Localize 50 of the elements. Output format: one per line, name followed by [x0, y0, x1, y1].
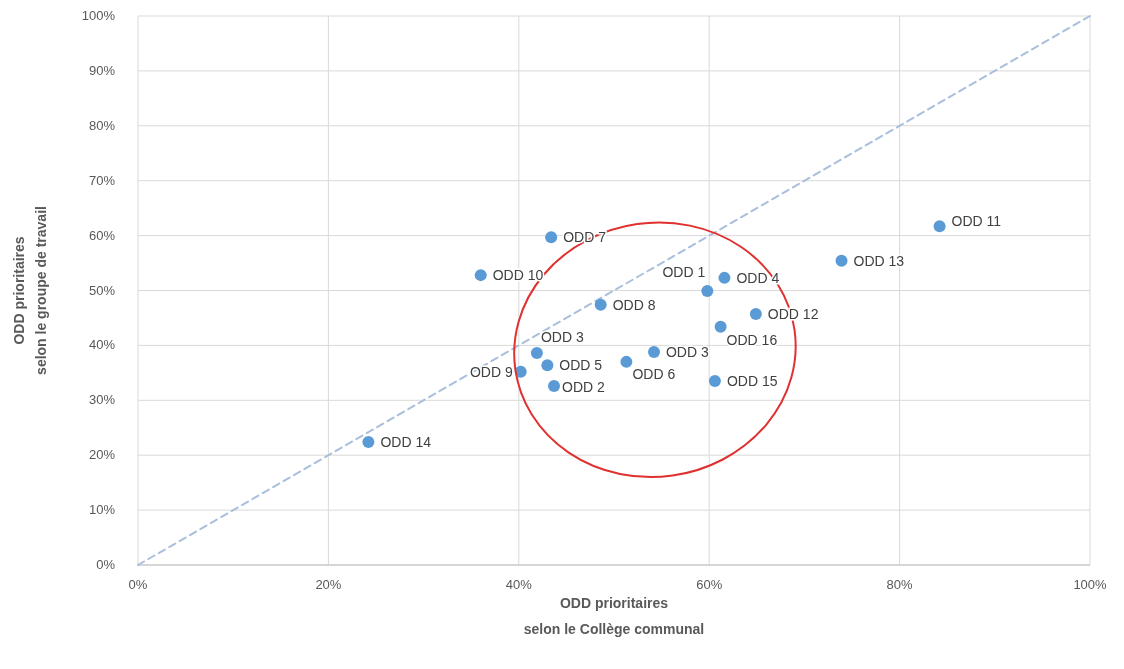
annotation: ODD 6 [632, 365, 676, 382]
point [647, 345, 660, 358]
point [620, 355, 633, 368]
annotation: ODD 5 [559, 357, 603, 374]
point [594, 298, 607, 311]
x-tick-label: 20% [315, 577, 342, 592]
point [541, 359, 554, 372]
y-tick-label: 90% [88, 62, 116, 78]
y-tick-label: 50% [88, 282, 116, 298]
annotation: ODD 15 [726, 373, 778, 390]
annotation: ODD 3 [665, 343, 709, 360]
point [545, 231, 558, 244]
point [362, 436, 375, 449]
x-tick-label: 80% [886, 577, 914, 592]
point [474, 269, 487, 282]
y-tick-label: 30% [88, 392, 116, 408]
x-tick-label: 60% [696, 577, 723, 592]
annotation: ODD 16 [726, 331, 778, 348]
annotation: ODD 3 [540, 329, 584, 346]
x-axis-title: ODD prioritaires selon le Collège communal [523, 595, 705, 637]
point [701, 285, 714, 298]
annotation: ODD 7 [563, 229, 607, 246]
point [708, 375, 721, 388]
y-tick-label: 100% [81, 8, 116, 23]
y-tick-label: 40% [88, 337, 116, 353]
y-tick-label: 0% [96, 557, 116, 572]
point [718, 271, 731, 284]
y-tick-label: 80% [88, 117, 116, 133]
y-tick-label: 60% [88, 227, 116, 243]
point [835, 254, 848, 267]
x-tick-label: 100% [1073, 577, 1108, 592]
annotation: ODD 10 [492, 267, 544, 284]
annotation: ODD 8 [612, 296, 656, 313]
annotation: ODD 14 [380, 434, 432, 451]
annotation: ODD 11 [951, 213, 1002, 230]
annotation: ODD 2 [562, 379, 606, 396]
point [548, 380, 561, 393]
y-tick-label: 10% [88, 502, 116, 518]
y-tick-label: 70% [88, 172, 116, 188]
point [749, 308, 762, 321]
annotation: ODD 9 [469, 363, 513, 380]
point [530, 347, 543, 360]
x-tick-label: 0% [128, 577, 148, 592]
point [714, 320, 727, 333]
annotation: ODD 1 [662, 264, 706, 281]
y-axis-title: ODD prioritaires selon le groupe de travail [11, 206, 49, 375]
y-tick-label: 20% [88, 447, 116, 463]
annotation: ODD 13 [853, 252, 905, 269]
point [933, 220, 946, 233]
x-tick-label: 40% [505, 577, 533, 592]
